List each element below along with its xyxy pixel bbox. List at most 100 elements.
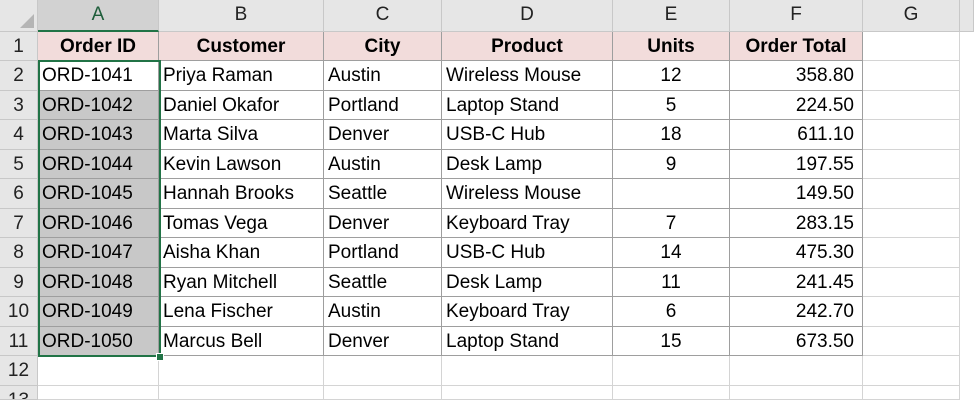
table-cell[interactable]: Daniel Okafor [159,91,324,120]
column-header-a[interactable]: A [38,0,159,32]
row-header-1[interactable]: 1 [0,32,38,61]
table-cell[interactable]: 241.45 [730,268,863,297]
column-header-e[interactable]: E [613,0,730,32]
table-cell[interactable]: 15 [613,327,730,356]
cell[interactable] [863,238,960,268]
table-cell[interactable]: ORD-1050 [38,327,159,356]
table-cell[interactable]: 475.30 [730,238,863,268]
cell[interactable] [613,356,730,386]
fill-handle[interactable] [156,353,164,361]
table-cell[interactable]: 358.80 [730,61,863,91]
column-header-d[interactable]: D [442,0,613,32]
table-cell[interactable]: Desk Lamp [442,150,613,179]
row-header-13[interactable]: 13 [0,386,38,400]
table-cell[interactable]: 14 [613,238,730,268]
table-cell[interactable]: Laptop Stand [442,327,613,356]
cell[interactable] [863,120,960,150]
table-header-cell[interactable]: City [324,32,442,61]
cell[interactable] [863,356,960,386]
table-cell[interactable]: USB-C Hub [442,238,613,268]
table-cell[interactable]: 611.10 [730,120,863,150]
row-header-2[interactable]: 2 [0,61,38,91]
cell[interactable] [863,268,960,297]
row-header-7[interactable]: 7 [0,209,38,238]
table-cell[interactable]: Aisha Khan [159,238,324,268]
table-cell[interactable]: Laptop Stand [442,91,613,120]
table-cell[interactable]: ORD-1045 [38,179,159,209]
table-cell[interactable]: Seattle [324,268,442,297]
table-cell[interactable]: Portland [324,91,442,120]
table-cell[interactable]: Seattle [324,179,442,209]
cell[interactable] [863,32,960,61]
table-cell[interactable]: 197.55 [730,150,863,179]
cell[interactable] [324,386,442,400]
row-header-11[interactable]: 11 [0,327,38,356]
table-cell[interactable]: Denver [324,327,442,356]
select-all-corner[interactable] [0,0,38,32]
table-cell[interactable]: ORD-1047 [38,238,159,268]
table-cell[interactable]: Ryan Mitchell [159,268,324,297]
table-cell[interactable]: USB-C Hub [442,120,613,150]
cell[interactable] [442,356,613,386]
cell[interactable] [442,386,613,400]
table-header-cell[interactable]: Order ID [38,32,159,61]
table-cell[interactable]: 9 [613,150,730,179]
column-header-b[interactable]: B [159,0,324,32]
cell[interactable] [613,386,730,400]
row-header-8[interactable]: 8 [0,238,38,268]
row-header-6[interactable]: 6 [0,179,38,209]
table-cell[interactable]: ORD-1041 [38,61,159,91]
table-cell[interactable]: Austin [324,150,442,179]
row-header-9[interactable]: 9 [0,268,38,297]
table-cell[interactable]: 5 [613,91,730,120]
table-cell[interactable]: Keyboard Tray [442,209,613,238]
table-cell[interactable]: 224.50 [730,91,863,120]
cell[interactable] [863,297,960,327]
cell[interactable] [38,386,159,400]
table-cell[interactable]: 7 [613,209,730,238]
column-header-g[interactable]: G [863,0,960,32]
table-cell[interactable]: 12 [613,61,730,91]
table-cell[interactable]: Hannah Brooks [159,179,324,209]
table-cell[interactable]: Austin [324,61,442,91]
table-cell[interactable]: Keyboard Tray [442,297,613,327]
table-cell[interactable] [613,179,730,209]
cell[interactable] [863,327,960,356]
column-header-f[interactable]: F [730,0,863,32]
table-cell[interactable]: Priya Raman [159,61,324,91]
cell[interactable] [159,386,324,400]
cell[interactable] [159,356,324,386]
table-cell[interactable]: Wireless Mouse [442,61,613,91]
row-header-3[interactable]: 3 [0,91,38,120]
table-cell[interactable]: 242.70 [730,297,863,327]
cell[interactable] [730,356,863,386]
table-cell[interactable]: ORD-1048 [38,268,159,297]
table-cell[interactable]: ORD-1043 [38,120,159,150]
table-cell[interactable]: Austin [324,297,442,327]
table-cell[interactable]: ORD-1044 [38,150,159,179]
column-header-c[interactable]: C [324,0,442,32]
table-cell[interactable]: 18 [613,120,730,150]
table-cell[interactable]: 149.50 [730,179,863,209]
table-cell[interactable]: ORD-1046 [38,209,159,238]
table-cell[interactable]: ORD-1042 [38,91,159,120]
table-header-cell[interactable]: Order Total [730,32,863,61]
row-header-12[interactable]: 12 [0,356,38,386]
cell[interactable] [324,356,442,386]
table-cell[interactable]: 673.50 [730,327,863,356]
table-cell[interactable]: Denver [324,120,442,150]
table-cell[interactable]: ORD-1049 [38,297,159,327]
table-header-cell[interactable]: Product [442,32,613,61]
table-header-cell[interactable]: Customer [159,32,324,61]
table-cell[interactable]: 283.15 [730,209,863,238]
cell[interactable] [38,356,159,386]
cell[interactable] [863,61,960,91]
cell[interactable] [730,386,863,400]
row-header-4[interactable]: 4 [0,120,38,150]
cell[interactable] [863,150,960,179]
cell[interactable] [863,386,960,400]
table-cell[interactable]: Tomas Vega [159,209,324,238]
table-cell[interactable]: Denver [324,209,442,238]
table-cell[interactable]: 11 [613,268,730,297]
table-cell[interactable]: 6 [613,297,730,327]
